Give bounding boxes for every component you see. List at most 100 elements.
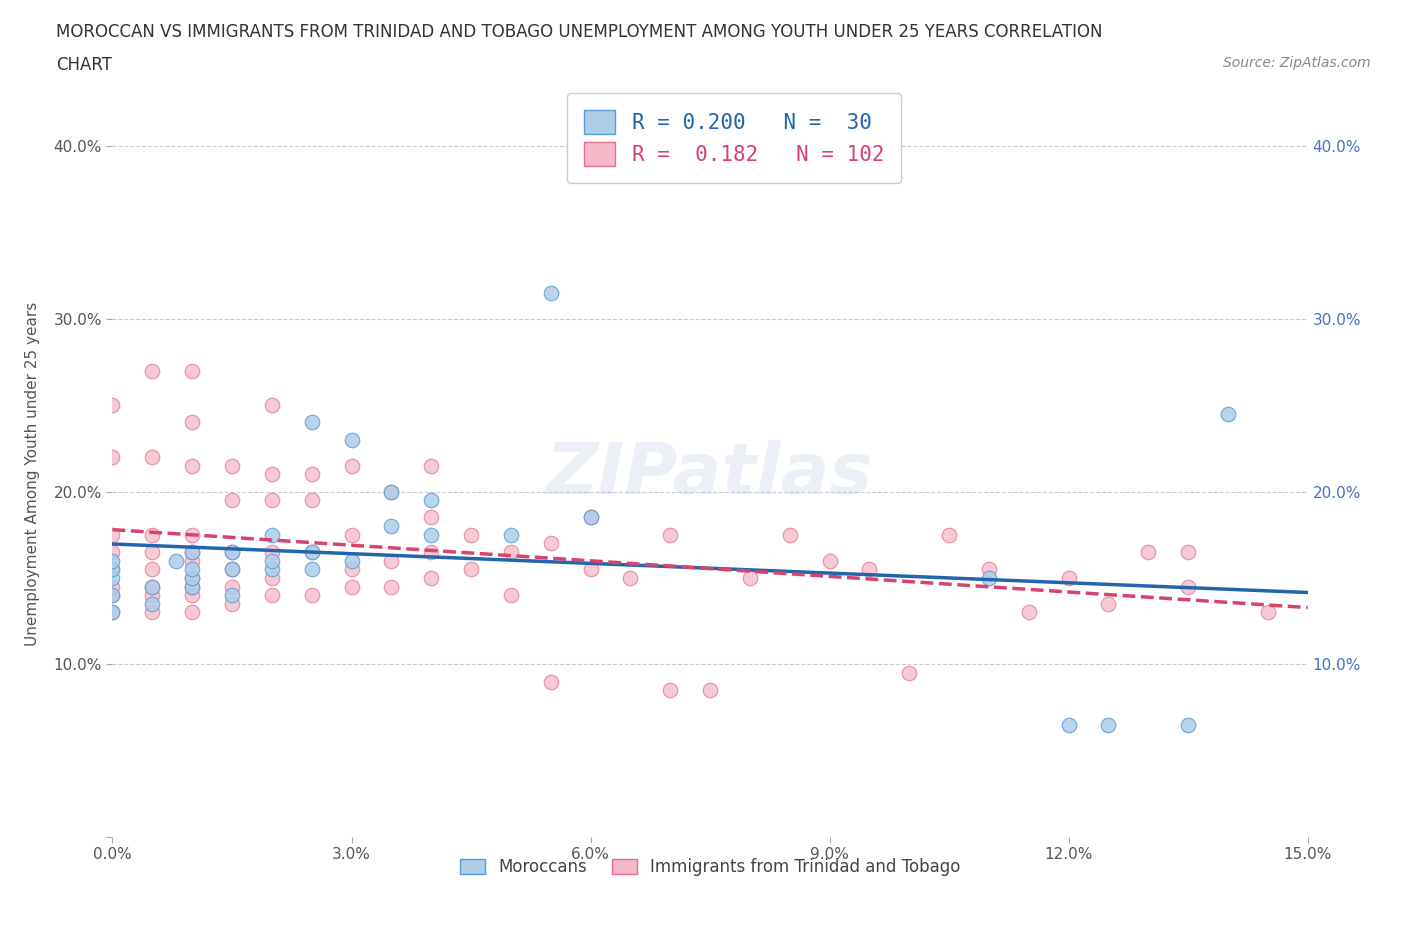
Point (101, 588, 124, 603)
Text: CHART: CHART (56, 56, 112, 73)
Point (221, 562, 243, 577)
Point (181, 458, 204, 473)
Point (340, 527, 363, 542)
Point (499, 588, 522, 603)
Point (579, 510, 602, 525)
Point (101, 553, 124, 568)
Point (260, 562, 283, 577)
Point (579, 562, 602, 577)
Point (181, 364, 204, 379)
Point (1097, 717, 1119, 732)
Point (181, 588, 204, 603)
Point (380, 485, 402, 499)
Point (1177, 545, 1199, 560)
Point (301, 588, 323, 603)
Point (738, 570, 761, 585)
Point (101, 562, 124, 577)
Point (1257, 605, 1279, 620)
Point (460, 527, 482, 542)
Point (420, 527, 443, 542)
Point (181, 579, 204, 594)
Point (165, 553, 187, 568)
Point (101, 570, 124, 585)
Y-axis label: Unemployment Among Youth under 25 years: Unemployment Among Youth under 25 years (25, 302, 39, 646)
Point (101, 545, 124, 560)
Point (141, 588, 163, 603)
Point (420, 545, 443, 560)
Point (221, 588, 243, 603)
Point (301, 493, 323, 508)
Point (619, 570, 641, 585)
Point (779, 527, 801, 542)
Point (301, 562, 323, 577)
Point (380, 519, 402, 534)
Point (420, 458, 443, 473)
Point (260, 493, 283, 508)
Point (260, 545, 283, 560)
Point (1057, 570, 1080, 585)
Point (101, 588, 124, 603)
Point (301, 415, 323, 430)
Point (181, 553, 204, 568)
Point (221, 562, 243, 577)
Point (181, 570, 204, 585)
Point (181, 570, 204, 585)
Point (1097, 596, 1119, 611)
Point (420, 493, 443, 508)
Point (141, 527, 163, 542)
Point (540, 674, 562, 689)
Point (221, 458, 243, 473)
Point (181, 605, 204, 620)
Text: Source: ZipAtlas.com: Source: ZipAtlas.com (1223, 56, 1371, 70)
Point (301, 467, 323, 482)
Point (340, 553, 363, 568)
Point (380, 579, 402, 594)
Point (977, 570, 1000, 585)
Point (499, 527, 522, 542)
Point (540, 286, 562, 300)
Text: ZIPatlas: ZIPatlas (547, 440, 873, 509)
Point (260, 553, 283, 568)
Point (380, 553, 402, 568)
Point (101, 605, 124, 620)
Point (101, 527, 124, 542)
Point (1137, 545, 1160, 560)
Point (898, 666, 921, 681)
Point (181, 545, 204, 560)
Point (181, 562, 204, 577)
Point (181, 579, 204, 594)
Point (1177, 579, 1199, 594)
Point (141, 562, 163, 577)
Point (101, 605, 124, 620)
Point (818, 553, 841, 568)
Point (260, 588, 283, 603)
Point (221, 493, 243, 508)
Point (858, 562, 880, 577)
Point (938, 527, 960, 542)
Point (221, 545, 243, 560)
Point (301, 545, 323, 560)
Point (540, 536, 562, 551)
Point (579, 510, 602, 525)
Point (301, 545, 323, 560)
Point (1018, 605, 1040, 620)
Point (101, 579, 124, 594)
Point (260, 398, 283, 413)
Point (1057, 717, 1080, 732)
Point (340, 432, 363, 447)
Point (499, 545, 522, 560)
Point (659, 683, 682, 698)
Point (260, 527, 283, 542)
Point (1177, 717, 1199, 732)
Point (380, 485, 402, 499)
Point (181, 527, 204, 542)
Point (141, 364, 163, 379)
Point (340, 562, 363, 577)
Point (141, 596, 163, 611)
Point (141, 545, 163, 560)
Point (141, 579, 163, 594)
Point (221, 545, 243, 560)
Point (340, 458, 363, 473)
Point (460, 562, 482, 577)
Point (181, 415, 204, 430)
